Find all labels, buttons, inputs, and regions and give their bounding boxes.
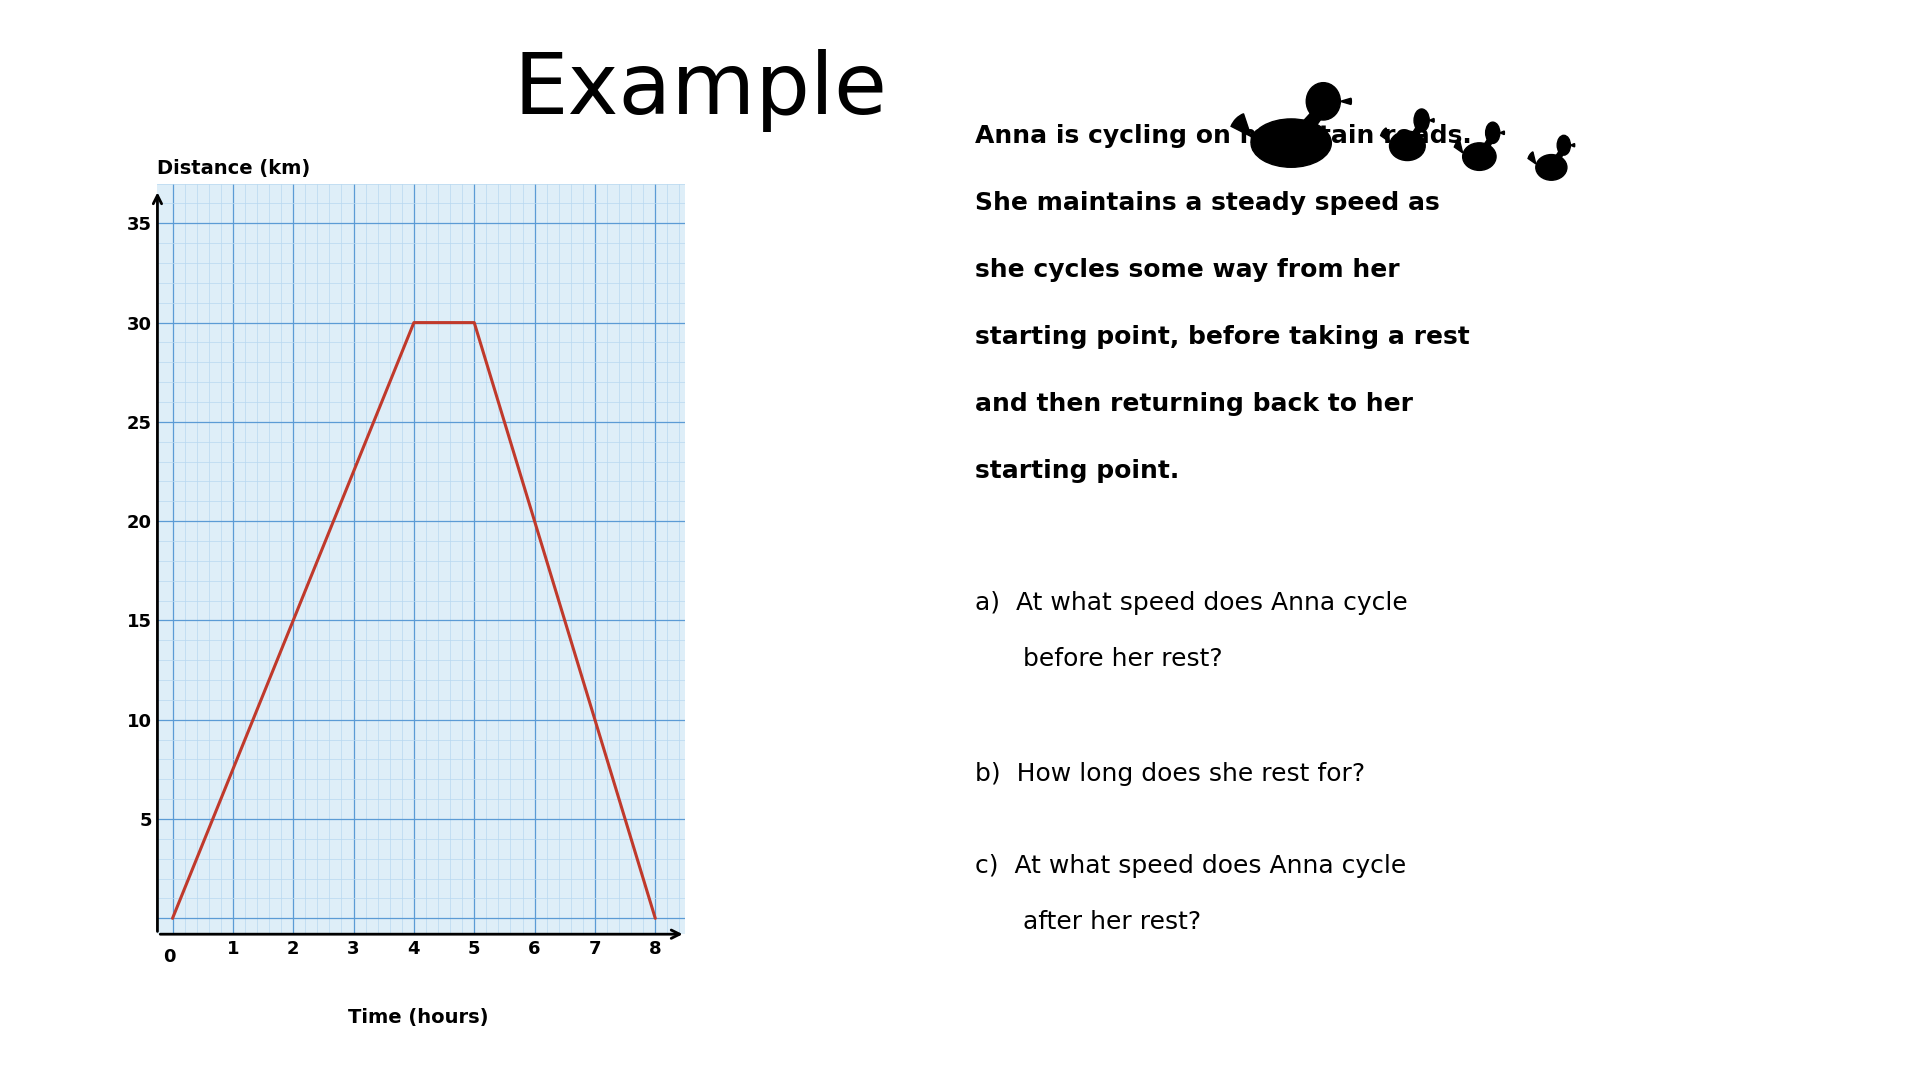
- Wedge shape: [1500, 131, 1505, 135]
- Ellipse shape: [1463, 143, 1496, 171]
- Text: 0: 0: [163, 948, 177, 967]
- Circle shape: [1306, 83, 1340, 120]
- Wedge shape: [1571, 144, 1574, 147]
- Text: Example: Example: [515, 49, 887, 132]
- Ellipse shape: [1252, 119, 1331, 167]
- Text: starting point, before taking a rest: starting point, before taking a rest: [975, 325, 1471, 349]
- Text: starting point.: starting point.: [975, 459, 1179, 483]
- Circle shape: [1413, 109, 1428, 132]
- Polygon shape: [1302, 108, 1327, 130]
- Wedge shape: [1231, 113, 1252, 136]
- Polygon shape: [1555, 149, 1565, 161]
- Text: Anna is cycling on mountain roads.: Anna is cycling on mountain roads.: [975, 124, 1473, 148]
- Wedge shape: [1528, 152, 1536, 164]
- Text: c)  At what speed does Anna cycle: c) At what speed does Anna cycle: [975, 854, 1407, 878]
- Wedge shape: [1380, 127, 1390, 141]
- Text: after her rest?: after her rest?: [975, 910, 1202, 934]
- Wedge shape: [1453, 140, 1463, 153]
- Circle shape: [1557, 135, 1571, 156]
- Text: She maintains a steady speed as: She maintains a steady speed as: [975, 191, 1440, 215]
- Polygon shape: [1411, 124, 1423, 138]
- Text: b)  How long does she rest for?: b) How long does she rest for?: [975, 762, 1365, 786]
- Wedge shape: [1340, 98, 1352, 105]
- Text: before her rest?: before her rest?: [975, 647, 1223, 671]
- Polygon shape: [1484, 136, 1494, 149]
- Text: she cycles some way from her: she cycles some way from her: [975, 258, 1400, 282]
- Ellipse shape: [1390, 131, 1425, 161]
- Text: Distance (km): Distance (km): [157, 159, 311, 177]
- Text: a)  At what speed does Anna cycle: a) At what speed does Anna cycle: [975, 591, 1407, 615]
- Text: Time (hours): Time (hours): [348, 1008, 490, 1027]
- Ellipse shape: [1536, 154, 1567, 180]
- Wedge shape: [1428, 119, 1434, 122]
- Circle shape: [1486, 122, 1500, 144]
- Text: and then returning back to her: and then returning back to her: [975, 392, 1413, 416]
